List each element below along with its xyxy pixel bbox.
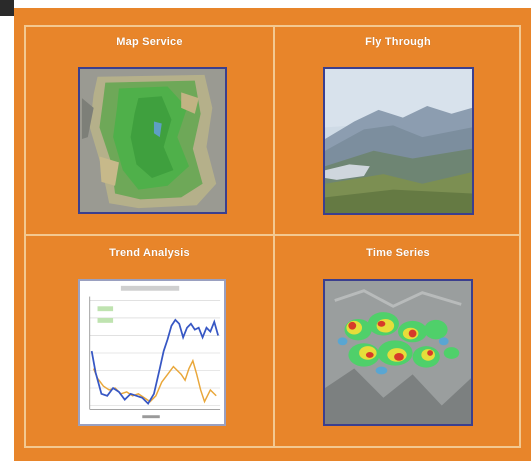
map-service-tile[interactable]: Map Service: [26, 27, 273, 234]
map-service-title: Map Service: [116, 36, 183, 48]
horizontal-divider: [24, 234, 521, 236]
map-service-thumbnail[interactable]: [78, 67, 227, 214]
trend-analysis-title: Trend Analysis: [109, 247, 190, 259]
map-image: [80, 69, 225, 212]
fly-through-title: Fly Through: [365, 36, 431, 48]
landscape-image: [325, 69, 472, 213]
time-series-tile[interactable]: Time Series: [275, 236, 521, 446]
vertical-divider: [273, 25, 275, 448]
trend-chart-image: [80, 281, 224, 424]
corner-mark: [0, 0, 14, 16]
heatmap-image: [325, 281, 471, 424]
time-series-thumbnail[interactable]: [323, 279, 473, 426]
time-series-title: Time Series: [366, 247, 430, 259]
trend-analysis-tile[interactable]: Trend Analysis: [26, 236, 273, 446]
trend-analysis-thumbnail[interactable]: [78, 279, 226, 426]
grid-frame: [24, 25, 521, 448]
fly-through-thumbnail[interactable]: [323, 67, 474, 215]
fly-through-tile[interactable]: Fly Through: [275, 27, 521, 234]
